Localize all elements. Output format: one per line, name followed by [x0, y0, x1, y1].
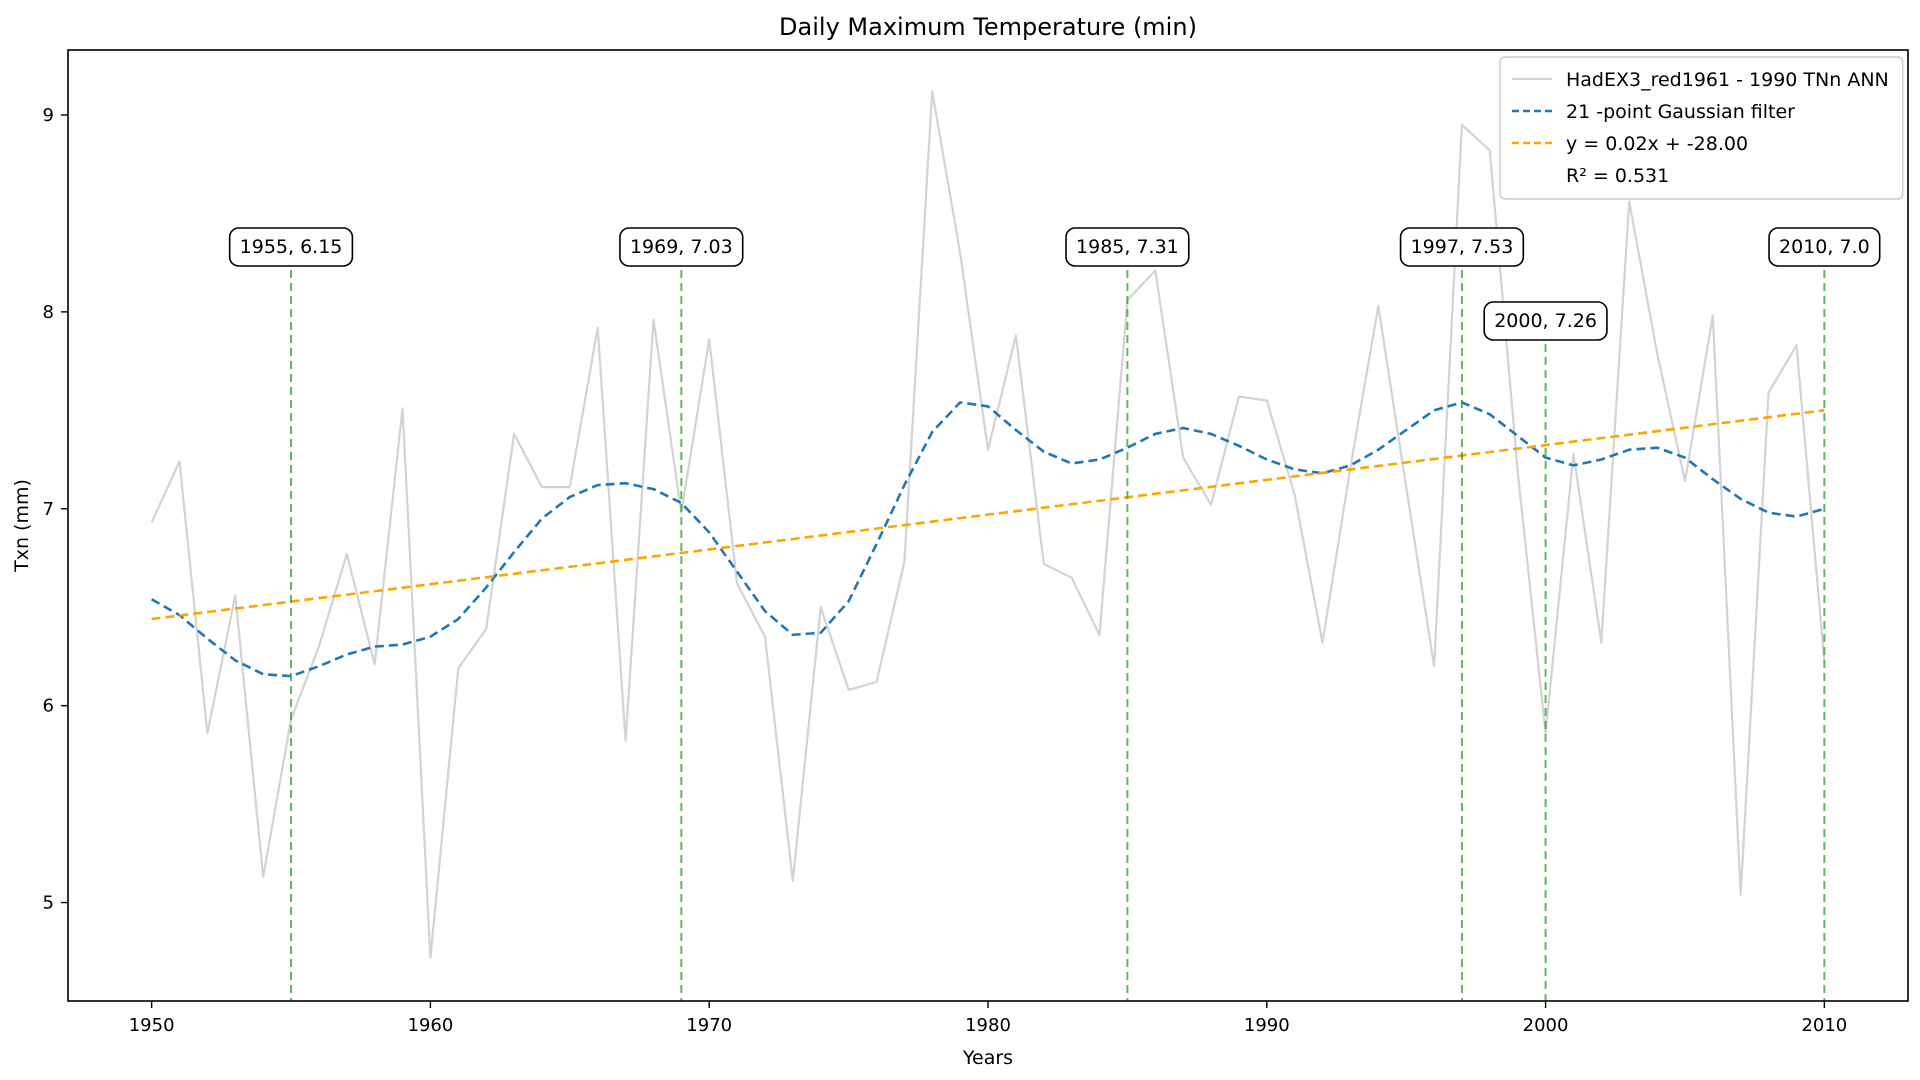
annotation-callout: 2010, 7.0 — [1768, 227, 1881, 267]
annotation-label: 1955, 6.15 — [240, 236, 343, 258]
series-line-2 — [150, 401, 1825, 678]
legend-label-4: R² = 0.531 — [1566, 165, 1669, 187]
x-tick-label: 1990 — [1244, 1015, 1290, 1036]
annotation-label: 1997, 7.53 — [1411, 236, 1514, 258]
annotation-box — [1399, 227, 1525, 267]
x-tick-label: 1960 — [408, 1015, 454, 1036]
legend-label-3: y = 0.02x + -28.00 — [1566, 133, 1748, 155]
y-tick-label: 5 — [43, 893, 54, 914]
annotation-label: 2010, 7.0 — [1779, 236, 1870, 258]
y-axis-title: Txn (mm) — [11, 479, 33, 573]
series-line-1 — [150, 90, 1826, 959]
annotation-label: 1969, 7.03 — [630, 236, 733, 258]
annotation-label: 2000, 7.26 — [1494, 310, 1597, 332]
series-group — [150, 90, 1826, 959]
legend-label-1: HadEX3_red1961 - 1990 TNn ANN — [1566, 69, 1889, 91]
annotation-label: 1985, 7.31 — [1076, 236, 1179, 258]
y-tick-label: 6 — [43, 696, 54, 717]
annotation-callout: 1997, 7.53 — [1399, 227, 1525, 267]
annotation-box — [619, 227, 744, 267]
annotation-box — [1483, 301, 1608, 341]
legend: HadEX3_red1961 - 1990 TNn ANN 21 -point G… — [1499, 56, 1904, 200]
annotation-callout: 1969, 7.03 — [619, 227, 744, 267]
annotation-callout: 1985, 7.31 — [1065, 227, 1190, 267]
annotation-callout: 1955, 6.15 — [228, 227, 354, 267]
legend-label-2: 21 -point Gaussian filter — [1566, 101, 1795, 123]
y-tick-label: 8 — [43, 302, 54, 323]
plot-area: 1955, 6.15 1969, 7.03 1985, 7.31 1997, 7.53… — [43, 49, 1909, 1036]
x-axis-title: Years — [962, 1047, 1013, 1069]
y-tick-label: 9 — [43, 105, 54, 126]
x-tick-label: 2000 — [1523, 1015, 1569, 1036]
x-tick-label: 1980 — [965, 1015, 1011, 1036]
x-tick-label: 1950 — [129, 1015, 175, 1036]
x-tick-label: 1970 — [686, 1015, 732, 1036]
y-tick-label: 7 — [43, 499, 54, 520]
legend-box — [1499, 56, 1904, 200]
chart-title: Daily Maximum Temperature (min) — [779, 13, 1197, 41]
annotation-box — [1065, 227, 1190, 267]
annotation-callout: 2000, 7.26 — [1483, 301, 1608, 341]
series-line-3 — [151, 409, 1825, 621]
annotation-box — [228, 227, 354, 267]
annotation-box — [1768, 227, 1881, 267]
x-tick-label: 2010 — [1801, 1015, 1847, 1036]
